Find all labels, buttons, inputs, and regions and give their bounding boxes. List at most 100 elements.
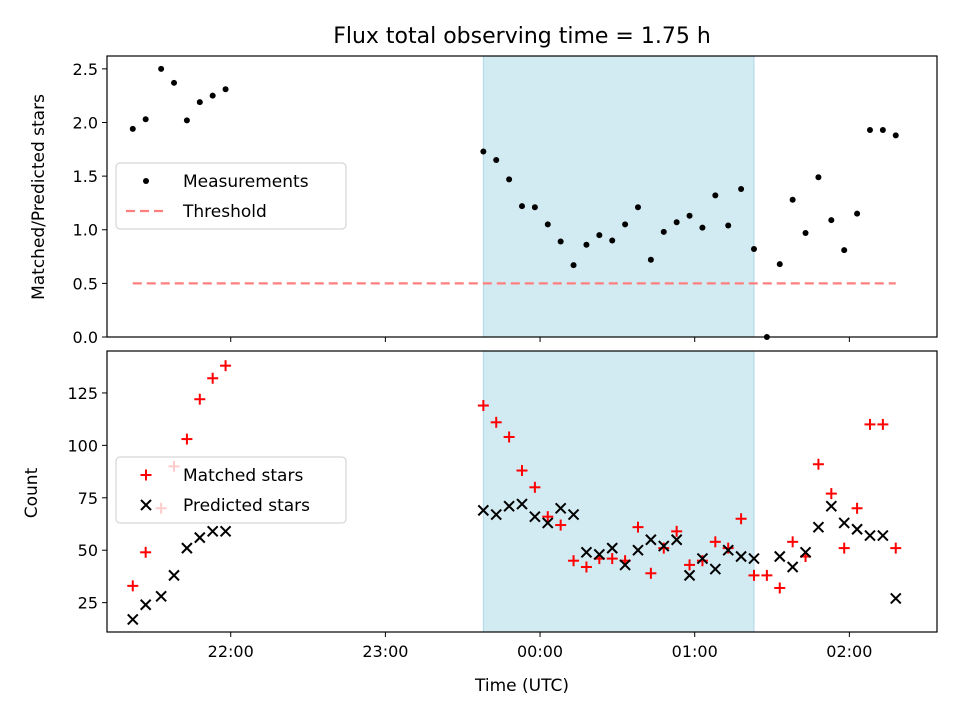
panel-bottom-counts: Count 25 50 75 100 125 22:00 23:00 00:00 01:00 02… bbox=[22, 350, 938, 661]
predicted-stars-point bbox=[877, 529, 889, 542]
measurement-point bbox=[802, 229, 809, 236]
predicted-stars-point bbox=[606, 542, 618, 554]
x-tick-label: 23:00 bbox=[362, 642, 408, 661]
series-predicted-stars bbox=[127, 498, 902, 626]
measurement-point bbox=[557, 238, 564, 245]
predicted-stars-point bbox=[554, 502, 567, 514]
predicted-stars-point bbox=[774, 550, 786, 563]
panel-top-ratio: Matched/Predicted stars 0.0 0.5 1.0 1.5 2.0 2… bbox=[29, 55, 938, 347]
predicted-stars-point bbox=[168, 569, 180, 582]
matched-stars-point bbox=[787, 536, 799, 548]
legend-label: Threshold bbox=[182, 202, 267, 222]
x-tick-label: 22:00 bbox=[208, 642, 254, 661]
matched-stars-point bbox=[207, 372, 219, 384]
measurement-point bbox=[699, 224, 706, 231]
matched-stars-point bbox=[181, 433, 193, 445]
predicted-stars-point bbox=[516, 498, 528, 510]
predicted-stars-point bbox=[812, 521, 825, 533]
matched-stars-point bbox=[194, 393, 206, 405]
legend-label: Predicted stars bbox=[183, 496, 310, 516]
matched-stars-point bbox=[140, 546, 152, 558]
predicted-stars-point bbox=[567, 508, 580, 521]
y-tick-label: 1.5 bbox=[73, 167, 98, 186]
predicted-stars-point bbox=[619, 559, 631, 571]
predicted-stars-point bbox=[748, 552, 760, 565]
observing-window-band bbox=[482, 350, 755, 633]
legend-marker-measurements bbox=[143, 178, 149, 184]
x-axis-label: Time (UTC) bbox=[474, 676, 569, 696]
matched-stars-point bbox=[864, 418, 876, 430]
predicted-stars-point bbox=[503, 500, 515, 512]
predicted-stars-point bbox=[542, 517, 554, 529]
legend-marker-predicted bbox=[140, 499, 152, 511]
matched-stars-point bbox=[127, 580, 139, 592]
measurement-point bbox=[142, 116, 149, 123]
measurement-point bbox=[209, 92, 216, 99]
measurement-point bbox=[609, 237, 616, 244]
matched-stars-point bbox=[709, 536, 721, 548]
legend-box bbox=[115, 456, 347, 524]
measurement-point bbox=[776, 261, 783, 268]
measurement-point bbox=[789, 196, 796, 203]
y-tick-label: 100 bbox=[67, 436, 98, 455]
measurement-point bbox=[841, 247, 848, 254]
bottom-y-axis-label: Count bbox=[22, 467, 42, 518]
measurement-point bbox=[493, 157, 500, 164]
measurement-point bbox=[866, 127, 873, 134]
matched-stars-point bbox=[671, 525, 683, 537]
matched-stars-point bbox=[774, 582, 786, 594]
matched-stars-point bbox=[684, 559, 696, 571]
legend-box bbox=[115, 162, 347, 230]
predicted-stars-point bbox=[181, 542, 193, 554]
measurement-point bbox=[519, 203, 525, 210]
matched-stars-point bbox=[516, 465, 528, 477]
measurement-point bbox=[660, 228, 667, 235]
y-tick-label: 125 bbox=[67, 384, 98, 403]
predicted-stars-point bbox=[127, 613, 139, 626]
matched-stars-point bbox=[220, 360, 232, 372]
matched-stars-point bbox=[490, 416, 502, 428]
matched-stars-point bbox=[580, 561, 592, 573]
measurement-point bbox=[879, 127, 886, 134]
predicted-stars-point bbox=[477, 504, 490, 517]
measurement-point bbox=[828, 217, 835, 224]
measurement-point bbox=[544, 221, 551, 228]
matched-stars-point bbox=[555, 519, 567, 531]
measurement-point bbox=[750, 246, 757, 253]
axes-frame bbox=[106, 350, 938, 633]
legend-marker-matched bbox=[140, 469, 152, 481]
predicted-stars-point bbox=[722, 544, 734, 556]
legend: Measurements Threshold bbox=[115, 162, 347, 230]
matched-stars-point bbox=[722, 542, 734, 554]
measurement-point bbox=[583, 241, 590, 248]
matched-stars-point bbox=[761, 569, 773, 581]
predicted-stars-point bbox=[683, 569, 696, 582]
predicted-stars-point bbox=[890, 592, 902, 605]
measurement-point bbox=[596, 232, 603, 239]
measurement-point bbox=[673, 219, 680, 226]
predicted-stars-point bbox=[645, 534, 657, 546]
matched-stars-point bbox=[542, 511, 554, 523]
measurement-point bbox=[815, 174, 822, 181]
predicted-stars-point bbox=[529, 510, 541, 523]
measurement-point bbox=[222, 86, 229, 93]
matched-stars-point bbox=[696, 555, 708, 567]
predicted-stars-point bbox=[825, 500, 838, 512]
x-tick-label: 02:00 bbox=[826, 642, 872, 661]
matched-stars-point bbox=[838, 542, 850, 554]
legend: Matched stars Predicted stars bbox=[115, 456, 347, 524]
chart-title: Flux total observing time = 1.75 h bbox=[333, 24, 711, 49]
predicted-stars-point bbox=[593, 548, 606, 561]
matched-stars-point bbox=[529, 481, 541, 493]
y-tick-label: 2.5 bbox=[73, 60, 98, 79]
matched-stars-point bbox=[825, 488, 837, 500]
matched-stars-point bbox=[735, 513, 747, 525]
measurement-point bbox=[634, 204, 641, 211]
matched-stars-point bbox=[568, 555, 580, 567]
matched-stars-point bbox=[890, 542, 902, 554]
matched-stars-point bbox=[477, 400, 489, 412]
predicted-stars-point bbox=[206, 525, 219, 538]
predicted-stars-point bbox=[838, 517, 850, 529]
